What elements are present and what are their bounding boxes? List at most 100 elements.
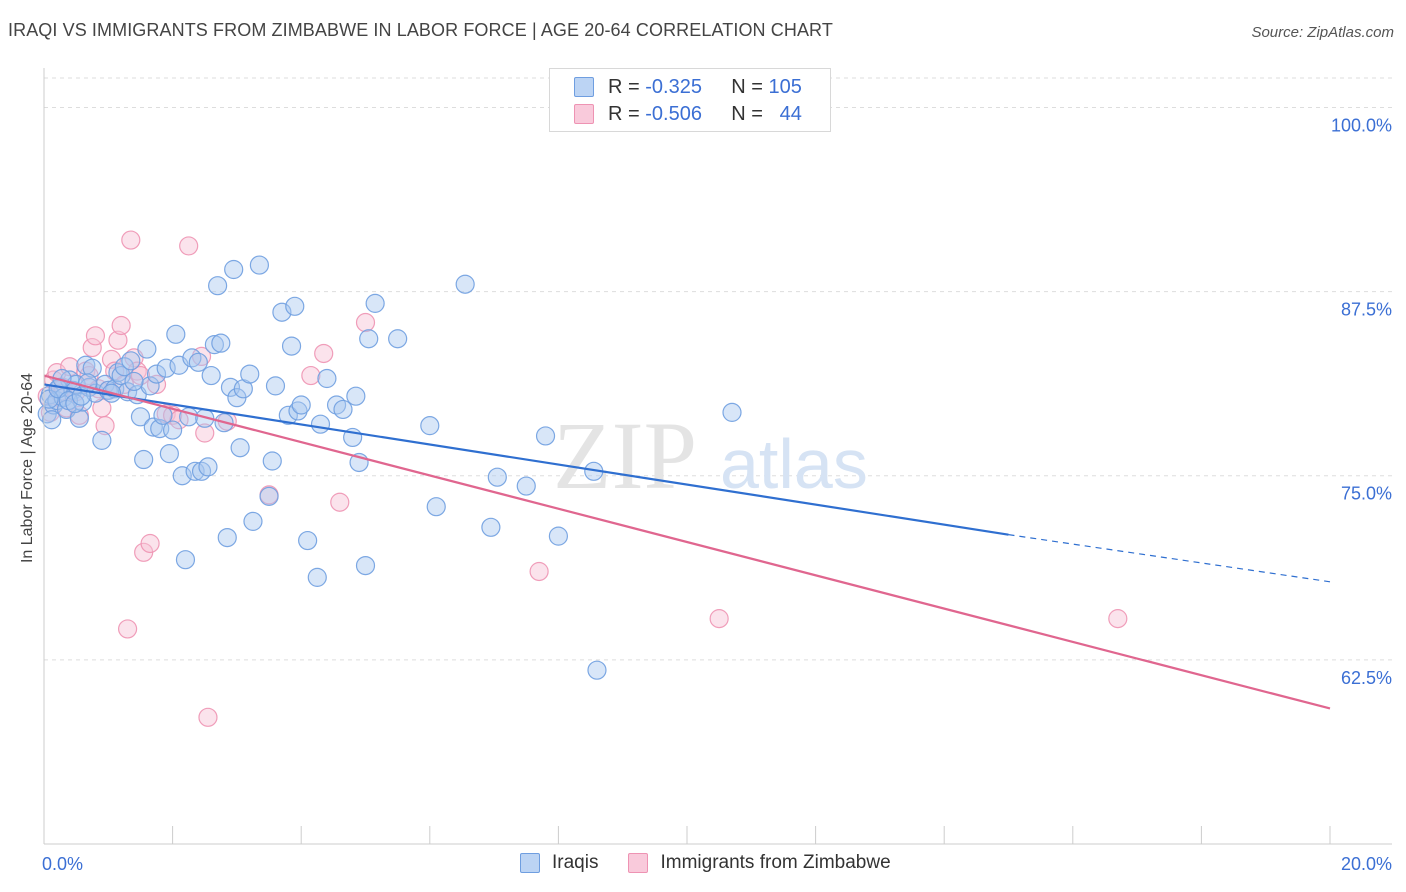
iraqi-point — [298, 530, 318, 551]
iraqi-trend-line — [43, 383, 1009, 536]
iraqi-point — [159, 444, 179, 464]
iraqi-point — [388, 329, 408, 349]
iraqi-point — [487, 467, 507, 487]
correlation-legend: R = -0.325 N = 105 R = -0.506 N = 44 — [549, 68, 831, 132]
iraqi-point — [140, 376, 160, 396]
zimbabwe-point — [301, 365, 321, 386]
zimbabwe-point — [1108, 609, 1128, 629]
iraqi-point — [426, 497, 446, 517]
iraqi-point — [217, 527, 237, 548]
iraqi-point — [355, 555, 376, 576]
legend-swatch-zimbabwe — [574, 104, 594, 124]
iraqi-point — [281, 336, 302, 356]
legend-r-label: R = — [608, 75, 640, 98]
zimbabwe-trend-line — [43, 374, 1331, 710]
zimbabwe-point — [60, 357, 80, 377]
series-legend-iraqis: Iraqis — [520, 852, 598, 874]
zimbabwe-point — [108, 330, 128, 350]
iraqi-point — [124, 371, 144, 392]
legend-row-iraqi: R = -0.325 N = 105 — [574, 75, 802, 99]
zimbabwe-point — [140, 533, 160, 554]
legend-n-label: N = — [731, 75, 763, 98]
iraqi-point — [208, 276, 228, 296]
iraqi-point — [249, 255, 270, 275]
iraqi-point — [198, 457, 218, 477]
iraqi-point — [42, 410, 62, 430]
iraqi-point — [516, 476, 536, 496]
legend-n-label: N = — [731, 102, 763, 125]
iraqi-point — [307, 567, 327, 587]
iraqi-point — [259, 486, 279, 506]
iraqi-point — [420, 416, 440, 436]
watermark-zip: ZIP — [553, 402, 697, 509]
zimbabwe-point — [121, 230, 141, 250]
iraqi-point — [262, 451, 282, 471]
zimbabwe-point — [529, 561, 549, 582]
legend-r-value-zimbabwe: -0.506 — [645, 102, 702, 125]
iraqi-point — [265, 376, 286, 396]
zimbabwe-point — [179, 236, 199, 256]
iraqi-trend-extension — [1008, 534, 1331, 583]
iraqi-point — [121, 351, 141, 371]
x-tick-label: 20.0% — [1341, 854, 1392, 874]
x-tick-label: 0.0% — [42, 854, 83, 874]
iraqi-point — [285, 296, 305, 316]
iraqi-point — [288, 401, 308, 421]
iraqi-point — [211, 333, 231, 353]
iraqi-point — [134, 449, 154, 470]
legend-n-value-iraqi: 105 — [768, 75, 802, 98]
zimbabwe-point — [146, 374, 167, 394]
iraqi-point — [69, 408, 89, 428]
series-label-iraqis: Iraqis — [552, 852, 599, 873]
zimbabwe-point — [355, 312, 376, 333]
watermark-atlas: atlas — [720, 425, 868, 503]
iraqi-point — [278, 405, 298, 425]
iraqi-point — [65, 393, 85, 414]
iraqi-point — [172, 466, 192, 486]
zimbabwe-point — [111, 315, 131, 336]
legend-swatch-iraqi — [574, 77, 594, 97]
zimbabwe-point — [195, 423, 215, 443]
zimbabwe-point — [198, 707, 218, 727]
iraqi-point — [587, 660, 607, 680]
iraqi-point — [333, 399, 353, 420]
series-swatch-iraqis — [520, 853, 540, 873]
iraqi-point — [185, 461, 205, 481]
iraqi-point — [137, 339, 157, 359]
series-label-zimbabwe: Immigrants from Zimbabwe — [660, 852, 891, 873]
watermark: ZIP atlas — [553, 402, 868, 509]
iraqi-point — [243, 511, 263, 531]
zimbabwe-point — [709, 609, 729, 629]
iraqi-point — [82, 358, 102, 378]
zimbabwe-point — [95, 416, 115, 436]
legend-r-label: R = — [608, 102, 640, 125]
series-swatch-zimbabwe — [628, 853, 649, 873]
iraqi-point — [224, 259, 244, 280]
iraqi-point — [146, 364, 167, 384]
iraqi-point — [310, 414, 331, 434]
series-legend: Iraqis Immigrants from Zimbabwe — [520, 852, 921, 874]
iraqi-point — [175, 550, 196, 570]
source-label: Source: ZipAtlas.com — [1251, 24, 1394, 41]
series-legend-zimbabwe: Immigrants from Zimbabwe — [628, 852, 891, 874]
iraqi-point — [346, 386, 366, 406]
zimbabwe-point — [191, 346, 212, 367]
iraqi-point — [130, 407, 151, 427]
y-tick-label: 62.5% — [1341, 668, 1392, 688]
iraqi-point — [230, 438, 250, 458]
iraqi-point — [188, 352, 208, 372]
legend-r-value-iraqi: -0.325 — [645, 75, 702, 98]
chart-title: IRAQI VS IMMIGRANTS FROM ZIMBABWE IN LAB… — [8, 20, 833, 40]
zimbabwe-point — [85, 326, 106, 346]
zimbabwe-point — [330, 492, 350, 512]
iraqi-point — [201, 365, 221, 386]
y-tick-label: 75.0% — [1341, 484, 1392, 504]
iraqi-point — [92, 430, 112, 450]
y-tick-label: 100.0% — [1331, 115, 1392, 135]
iraqi-point — [317, 368, 337, 389]
legend-row-zimbabwe: R = -0.506 N = 44 — [574, 102, 802, 126]
iraqi-point — [163, 420, 183, 440]
zimbabwe-point — [117, 619, 138, 639]
zimbabwe-point — [82, 337, 102, 358]
legend-n-value-zimbabwe: 44 — [779, 102, 802, 125]
